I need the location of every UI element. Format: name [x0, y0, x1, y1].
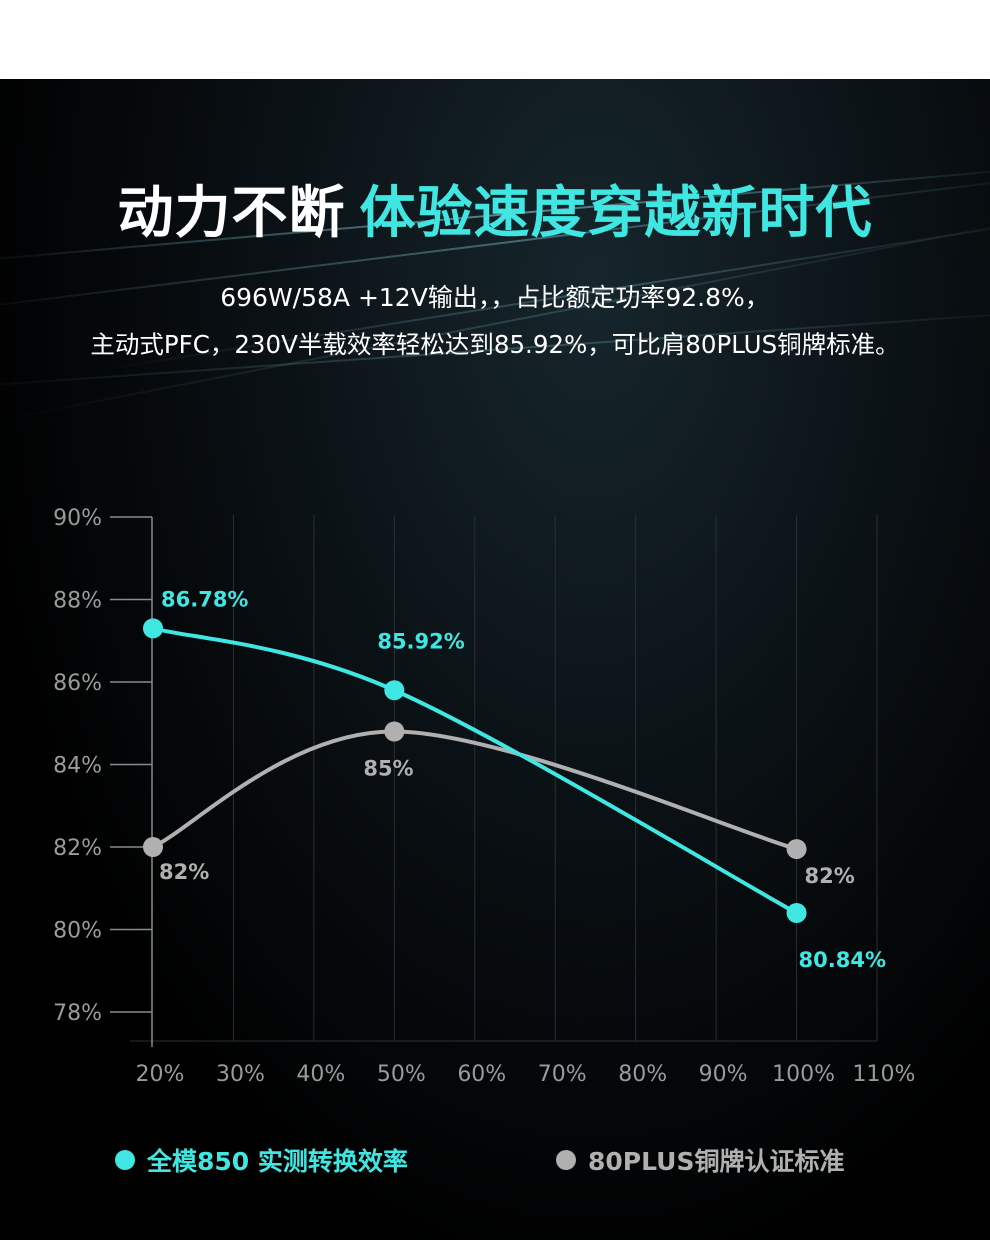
headline-accent: 体验速度穿越新时代	[359, 181, 873, 246]
standard-efficiency-line	[151, 729, 799, 852]
y-tick-label: 78%	[53, 1001, 102, 1026]
legend-label-measured: 全模850 实测转换效率	[147, 1147, 408, 1176]
standard-data-label: 82%	[805, 864, 855, 888]
measured-data-point	[786, 903, 807, 923]
y-tick-label: 90%	[53, 506, 102, 531]
hero-panel	[0, 79, 990, 1240]
y-tick-label: 88%	[53, 589, 102, 614]
x-tick-label: 100%	[772, 1062, 835, 1087]
measured-data-label: 85.92%	[377, 629, 464, 653]
x-tick-label: 80%	[618, 1062, 667, 1087]
headline: 动力不断 体验速度穿越新时代	[0, 168, 990, 249]
x-tick-label: 40%	[296, 1062, 345, 1087]
measured-data-label: 80.84%	[799, 948, 886, 972]
y-tick-label: 86%	[53, 671, 102, 696]
x-tick-label: 70%	[538, 1062, 587, 1087]
measured-efficiency-line	[151, 626, 799, 915]
legend-label-standard: 80PLUS铜牌认证标准	[588, 1147, 845, 1176]
legend-item-standard: 80PLUS铜牌认证标准	[556, 1142, 844, 1178]
measured-data-point	[384, 680, 405, 701]
x-tick-label: 60%	[457, 1062, 506, 1087]
subtitle-line-2: 主动式PFC，230V半载效率轻松达到85.92%，可比肩80PLUS铜牌标准。	[90, 330, 900, 359]
x-tick-label: 90%	[699, 1062, 748, 1087]
measured-data-label: 86.78%	[161, 587, 248, 611]
grid-layer	[130, 515, 878, 1042]
subtitle-line-1: 696W/58A +12V输出，，占比额定功率92.8%，	[220, 283, 770, 312]
measured-data-point	[143, 618, 163, 639]
legend-marker-measured	[115, 1150, 135, 1170]
legend-item-measured: 全模850 实测转换效率	[115, 1142, 408, 1178]
standard-data-label: 85%	[363, 757, 413, 781]
standard-data-point	[786, 839, 807, 860]
axis-layer: 20% 30% 40% 50% 60% 70% 80% 90% 100% 110% 78% 80% 82…	[53, 506, 915, 1087]
x-tick-label: 20%	[136, 1062, 185, 1087]
headline-main: 动力不断	[117, 181, 346, 246]
x-tick-label: 110%	[853, 1062, 916, 1087]
standard-data-point	[384, 721, 405, 742]
top-white-strip	[0, 0, 990, 79]
x-tick-label: 50%	[377, 1062, 426, 1087]
x-tick-label: 30%	[216, 1062, 265, 1087]
y-tick-label: 82%	[53, 836, 102, 861]
series-layer: 82% 85% 82% 86.78% 85.92% 80.84%	[143, 587, 886, 972]
standard-data-label: 82%	[159, 860, 209, 884]
standard-data-point	[143, 837, 163, 857]
efficiency-chart: 20% 30% 40% 50% 60% 70% 80% 90% 100% 110% 78% 80% 82…	[53, 506, 915, 1087]
y-tick-label: 80%	[53, 919, 102, 944]
y-tick-label: 84%	[53, 754, 102, 779]
legend-marker-standard	[556, 1150, 576, 1170]
